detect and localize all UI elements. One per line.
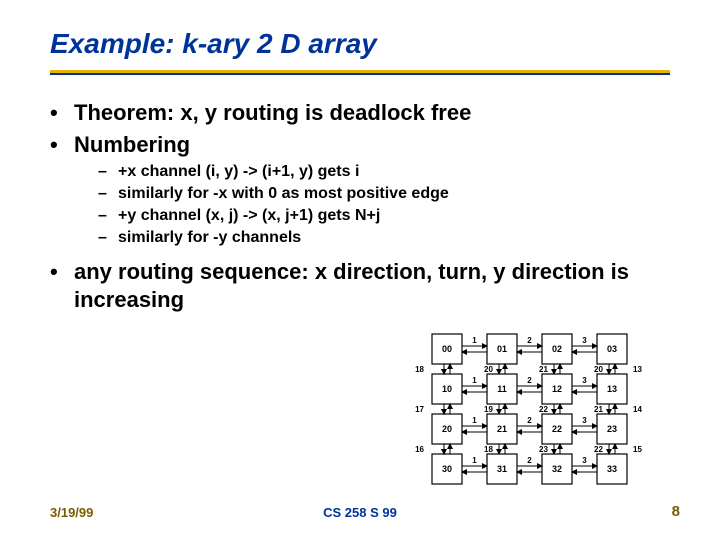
svg-text:13: 13 xyxy=(633,365,642,374)
svg-text:1: 1 xyxy=(472,376,477,385)
svg-text:10: 10 xyxy=(442,384,452,394)
svg-text:21: 21 xyxy=(594,405,603,414)
svg-text:1: 1 xyxy=(472,416,477,425)
svg-text:02: 02 xyxy=(552,344,562,354)
svg-text:11: 11 xyxy=(497,384,507,394)
svg-text:2: 2 xyxy=(527,376,532,385)
svg-text:2: 2 xyxy=(527,456,532,465)
svg-text:20: 20 xyxy=(594,365,603,374)
svg-text:15: 15 xyxy=(633,445,642,454)
svg-text:18: 18 xyxy=(484,445,493,454)
svg-text:22: 22 xyxy=(594,445,603,454)
subbullet: +y channel (x, j) -> (x, j+1) gets N+j xyxy=(98,206,670,226)
svg-text:20: 20 xyxy=(484,365,493,374)
svg-text:3: 3 xyxy=(582,376,587,385)
svg-text:22: 22 xyxy=(552,424,562,434)
svg-text:03: 03 xyxy=(607,344,617,354)
svg-text:2: 2 xyxy=(527,336,532,345)
svg-text:20: 20 xyxy=(442,424,452,434)
svg-text:12: 12 xyxy=(552,384,562,394)
slide-body: Theorem: x, y routing is deadlock free N… xyxy=(50,95,670,317)
svg-text:16: 16 xyxy=(415,445,424,454)
svg-text:23: 23 xyxy=(539,445,548,454)
svg-text:23: 23 xyxy=(607,424,617,434)
bullet-theorem: Theorem: x, y routing is deadlock free xyxy=(50,99,670,127)
svg-text:17: 17 xyxy=(415,405,424,414)
slide-title: Example: k-ary 2 D array xyxy=(50,28,377,60)
svg-text:1: 1 xyxy=(472,336,477,345)
svg-text:22: 22 xyxy=(539,405,548,414)
subbullet: similarly for -x with 0 as most positive… xyxy=(98,184,670,204)
svg-text:14: 14 xyxy=(633,405,642,414)
svg-text:13: 13 xyxy=(607,384,617,394)
svg-text:33: 33 xyxy=(607,464,617,474)
bullet-conclusion: any routing sequence: x direction, turn,… xyxy=(50,258,670,313)
svg-text:21: 21 xyxy=(539,365,548,374)
svg-text:32: 32 xyxy=(552,464,562,474)
subbullet: +x channel (i, y) -> (i+1, y) gets i xyxy=(98,162,670,182)
svg-text:3: 3 xyxy=(582,336,587,345)
svg-text:30: 30 xyxy=(442,464,452,474)
svg-text:19: 19 xyxy=(484,405,493,414)
footer-course: CS 258 S 99 xyxy=(0,505,720,520)
title-underline xyxy=(50,70,670,76)
footer-page: 8 xyxy=(672,503,680,520)
svg-text:01: 01 xyxy=(497,344,507,354)
svg-text:3: 3 xyxy=(582,416,587,425)
bullet-numbering: Numbering xyxy=(50,131,670,159)
svg-text:3: 3 xyxy=(582,456,587,465)
svg-text:31: 31 xyxy=(497,464,507,474)
svg-text:1: 1 xyxy=(472,456,477,465)
grid-diagram: 0001020310111213202122233031323312312312… xyxy=(410,320,670,490)
svg-text:21: 21 xyxy=(497,424,507,434)
subbullet: similarly for -y channels xyxy=(98,228,670,248)
svg-text:00: 00 xyxy=(442,344,452,354)
svg-text:2: 2 xyxy=(527,416,532,425)
svg-text:18: 18 xyxy=(415,365,424,374)
